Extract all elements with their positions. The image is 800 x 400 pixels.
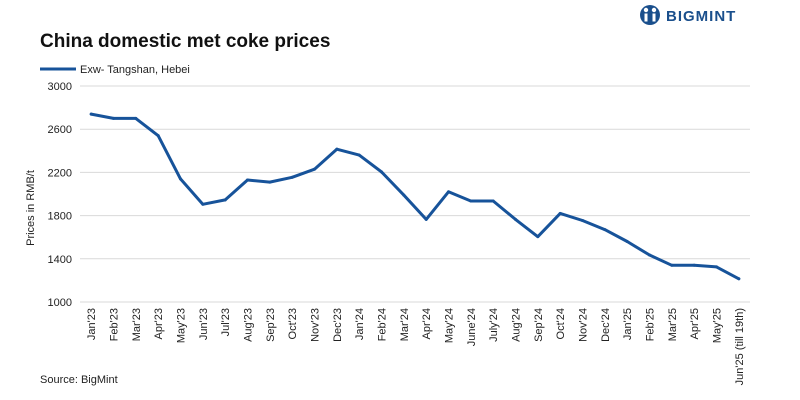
- data-point: [268, 180, 272, 184]
- x-tick-label: Feb'25: [645, 308, 657, 341]
- x-tick-label: Apr'24: [421, 308, 433, 339]
- data-point: [134, 116, 138, 120]
- data-point: [558, 211, 562, 215]
- y-tick-label: 1400: [48, 254, 72, 266]
- x-tick-label: Jan'23: [86, 308, 98, 340]
- data-point: [156, 134, 160, 138]
- x-tick-label: Nov'24: [578, 308, 590, 342]
- x-tick-label: Oct'23: [287, 308, 299, 339]
- data-point: [670, 263, 674, 267]
- x-tick-label: Jul'23: [220, 308, 232, 336]
- data-point: [223, 198, 227, 202]
- x-tick-label: Oct'24: [555, 308, 567, 339]
- data-point: [469, 199, 473, 203]
- data-point: [201, 202, 205, 206]
- x-tick-label: Dec'23: [332, 308, 344, 342]
- x-tick-label: July'24: [488, 308, 500, 342]
- data-point: [447, 190, 450, 194]
- x-tick-label: Feb'23: [109, 308, 121, 341]
- y-tick-label: 3000: [48, 81, 72, 93]
- data-point: [737, 277, 741, 281]
- gridlines: [80, 85, 750, 303]
- x-tick-label: Sep'24: [533, 308, 545, 342]
- data-point: [581, 218, 584, 222]
- data-point: [424, 217, 428, 221]
- data-point: [648, 253, 651, 257]
- y-tick-label: 2200: [48, 167, 72, 179]
- data-point: [89, 112, 93, 116]
- data-point: [112, 116, 115, 120]
- y-axis: 1000 1400 1800 2200 2600 3000: [48, 81, 72, 309]
- data-point: [313, 167, 316, 171]
- x-tick-label: Apr'23: [153, 308, 165, 339]
- data-point: [357, 153, 361, 157]
- data-point: [715, 265, 718, 269]
- x-axis: Jan'23 Feb'23 Mar'23 Apr'23 May'23 Jun'23 Jul'…: [86, 308, 746, 385]
- x-tick-label: May'24: [444, 308, 456, 343]
- data-point: [290, 175, 294, 179]
- data-point: [491, 199, 495, 203]
- x-tick-label: Mar'25: [667, 308, 679, 341]
- x-tick-label: Jun'25 (till 19th): [734, 308, 746, 385]
- x-tick-label: Jan'25: [622, 308, 634, 340]
- data-point: [603, 228, 607, 232]
- y-tick-label: 2600: [48, 124, 72, 136]
- x-tick-label: Aug'23: [243, 308, 255, 342]
- data-point: [536, 235, 540, 239]
- source-note: Source: BigMint: [40, 374, 118, 386]
- data-point: [625, 240, 629, 244]
- x-tick-label: Dec'24: [600, 308, 612, 342]
- data-point: [692, 263, 696, 267]
- x-tick-label: Jan'24: [354, 308, 366, 340]
- x-tick-label: Mar'24: [399, 308, 411, 341]
- brand-logo: BIGMINT: [640, 5, 736, 25]
- x-tick-label: Apr'25: [689, 308, 701, 339]
- data-point: [335, 147, 339, 151]
- data-point: [514, 217, 517, 221]
- x-tick-label: Nov'23: [310, 308, 322, 342]
- y-axis-label: Prices in RMB/t: [25, 170, 37, 246]
- bigmint-logo-icon: [640, 5, 660, 25]
- y-tick-label: 1800: [48, 211, 72, 223]
- x-tick-label: May'25: [712, 308, 724, 343]
- series-group: [89, 112, 741, 281]
- data-point: [402, 193, 406, 197]
- data-point: [380, 170, 383, 174]
- x-tick-label: May'23: [176, 308, 188, 343]
- brand-name: BIGMINT: [666, 8, 736, 25]
- series-line: [89, 112, 741, 281]
- x-tick-label: Aug'24: [511, 308, 523, 342]
- x-tick-label: June'24: [466, 308, 478, 346]
- data-point: [246, 178, 249, 182]
- legend-label: Exw- Tangshan, Hebei: [80, 64, 190, 76]
- x-tick-label: Feb'24: [377, 308, 389, 341]
- x-tick-label: Sep'23: [265, 308, 277, 342]
- x-tick-label: Jun'23: [198, 308, 210, 340]
- legend: Exw- Tangshan, Hebei: [40, 64, 190, 76]
- x-tick-label: Mar'23: [131, 308, 143, 341]
- chart-title: China domestic met coke prices: [40, 31, 330, 52]
- y-tick-label: 1000: [48, 297, 72, 309]
- data-point: [179, 177, 182, 181]
